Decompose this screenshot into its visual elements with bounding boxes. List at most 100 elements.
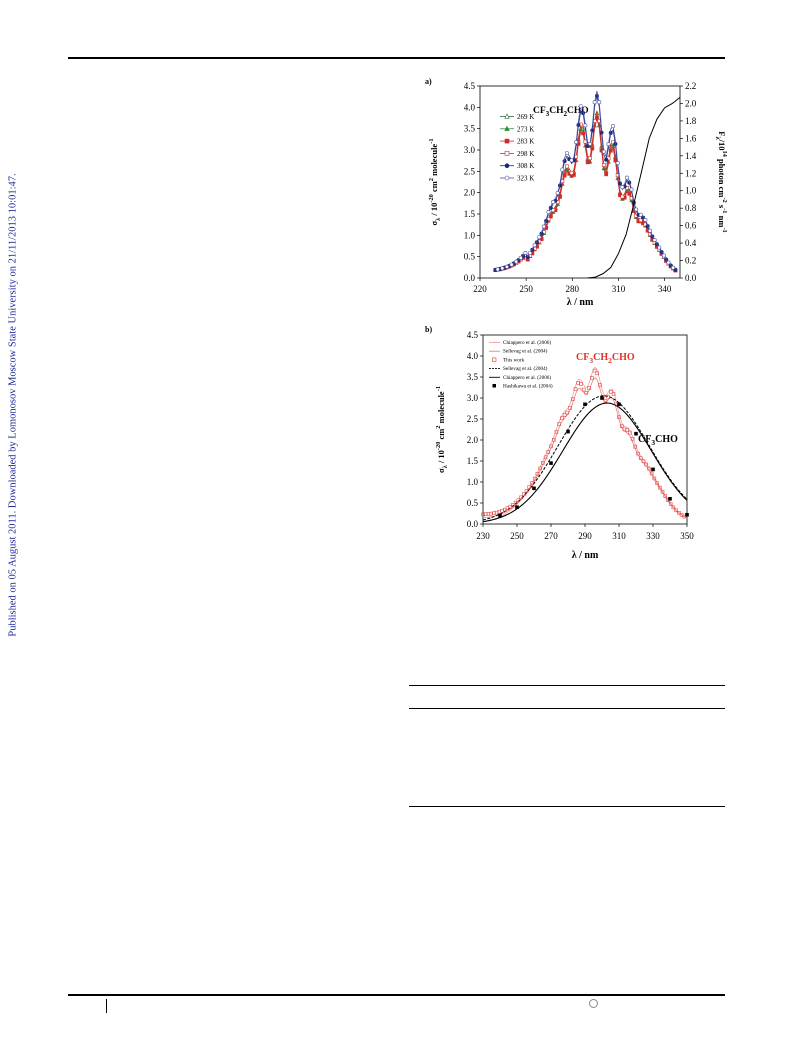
panel-b-legend-label: Hashikawa et al. (2004) <box>503 383 553 390</box>
panel-a-data-point <box>541 224 546 229</box>
panel-b-this-work-point <box>560 416 564 420</box>
panel-b-legend-label: Chiappero et al. (2006) <box>503 339 551 346</box>
panel-a-y2-tick-label: 1.4 <box>685 151 697 161</box>
panel-a-data-point <box>588 156 592 161</box>
panel-a-data-point <box>585 160 590 165</box>
panel-a-flux-line <box>587 96 681 279</box>
panel-b-x-tick-label: 330 <box>646 531 660 541</box>
panel-b-this-work-point <box>554 430 559 434</box>
panel-a-x-tick-label: 310 <box>612 284 626 294</box>
panel-a-data-point <box>551 208 555 212</box>
panel-b-this-work-point <box>644 462 648 467</box>
panel-b-y-tick-label: 4.5 <box>467 330 479 340</box>
panel-b-this-work-point <box>584 391 589 395</box>
panel-a-data-point <box>597 100 602 105</box>
panel-a-y-tick-label: 1.5 <box>464 209 476 219</box>
panel-b-x-axis-label: λ / nm <box>572 550 599 561</box>
panel-b-this-work-point <box>590 376 594 380</box>
panel-a-data-point <box>500 266 505 271</box>
panel-a-legend-marker <box>504 125 510 131</box>
panel-a-data-point <box>560 167 565 172</box>
panel-b-legend-item: Chiappero et al. (2006) <box>489 339 551 346</box>
panel-b-legend-item: Sellevag et al. (2004) <box>489 365 548 372</box>
panel-a-data-point <box>527 250 532 255</box>
panel-a-legend-item: 308 K <box>500 162 534 170</box>
panel-b-x-tick-label: 290 <box>578 531 592 541</box>
panel-b-this-work-point <box>647 466 651 471</box>
panel-b-sellevag-ch2-line <box>482 377 688 519</box>
panel-a-data-point <box>578 104 583 109</box>
panel-a-x-tick-label: 220 <box>473 284 487 294</box>
panel-b-this-work-point <box>481 512 485 517</box>
panel-b-this-work-point <box>511 503 515 507</box>
panel-b-legend-label: This work <box>503 357 525 363</box>
panel-b-this-work-point <box>571 397 575 402</box>
panel-b-this-work-point <box>494 510 499 515</box>
panel-a-data-point <box>606 142 611 147</box>
panel-b-this-work-point <box>598 383 602 387</box>
panel-b-hashikawa-point <box>668 497 672 501</box>
panel-b-legend-item: This work <box>492 357 525 363</box>
panel-b-this-work-point <box>622 427 627 432</box>
panel-b-hashikawa-points <box>498 396 689 518</box>
panel-a-title: CF3CH2CHO <box>533 106 589 118</box>
panel-a-data-point <box>518 255 523 260</box>
panel-b-this-work-point <box>625 428 629 432</box>
panel-b-hashikawa-point <box>617 402 621 407</box>
panel-b-y-tick-label: 0.0 <box>467 519 479 529</box>
panel-b-y-tick-label: 1.0 <box>467 477 479 487</box>
panel-b-this-work-point <box>628 430 632 435</box>
panel-a-y2-tick-label: 0.2 <box>685 256 696 266</box>
panel-a-y-tick-label: 1.0 <box>464 230 476 240</box>
panel-a-y-tick-label: 4.5 <box>464 81 476 91</box>
panel-b-this-work-point <box>513 500 518 505</box>
panel-a-y2-tick-label: 0.6 <box>685 221 697 231</box>
panel-b-sellevag-cf3cho-line <box>482 395 688 521</box>
panel-b-this-work-point <box>573 387 578 391</box>
panel-b-this-work-point <box>677 511 681 515</box>
panel-a-plot-frame <box>479 85 681 279</box>
header-rule <box>68 57 725 59</box>
panel-b-this-work-point <box>483 512 488 516</box>
panel-b-this-work-point <box>541 461 545 465</box>
panel-a-data-point <box>620 184 625 189</box>
panel-b-this-work-point <box>535 472 540 476</box>
panel-b-this-work-point <box>508 504 512 509</box>
panel-b-this-work-point <box>671 505 676 510</box>
panel-b-this-work-point <box>543 455 548 460</box>
panel-b-this-work-point <box>551 437 556 442</box>
panel-b-this-work-point <box>497 510 502 514</box>
panel-b-hashikawa-point <box>685 512 689 517</box>
panel-b-this-work-point <box>606 394 610 399</box>
panel-a-data-point <box>634 207 639 212</box>
panel-a-data-point <box>638 212 643 217</box>
panel-a-y2-axis-label: Fλ/1014 photon cm-2 s-1 nm-1 <box>714 131 728 233</box>
footer-divider <box>106 999 107 1013</box>
panel-b-hashikawa-point <box>634 431 638 436</box>
panel-a-data-point <box>546 210 551 215</box>
panel-a-legend-label: 273 K <box>517 125 534 133</box>
panel-a-legend-item: 269 K <box>500 113 534 121</box>
panel-b-this-work-point <box>581 387 586 392</box>
panel-a-y-tick-label: 2.0 <box>464 188 476 198</box>
panel-b-this-work-point <box>527 485 531 489</box>
panel-b-y-tick-label: 3.5 <box>467 372 479 382</box>
panel-b-this-work-point <box>532 476 537 481</box>
panel-a-y2-tick-label: 1.0 <box>685 186 697 196</box>
panel-a-data-point <box>604 172 609 177</box>
panel-b-annotation-cf3ch2cho: CF3CH2CHO <box>576 352 635 365</box>
panel-a-y2-tick-label: 1.8 <box>685 116 697 126</box>
panel-a-y2-tick-label: 2.2 <box>685 81 696 91</box>
panel-b-legend-item: Chiappero et al. (2006) <box>489 374 551 381</box>
panel-a-data-point <box>601 149 606 154</box>
panel-a-data-point <box>671 265 676 270</box>
panel-a-series-323k <box>495 90 676 272</box>
panel-b-x-tick-label: 250 <box>510 531 524 541</box>
panel-a-x-tick-label: 280 <box>566 284 580 294</box>
panel-b-this-work-point <box>658 485 662 490</box>
panel-b-x-tick-label: 350 <box>680 531 694 541</box>
panel-b-y-tick-label: 2.0 <box>467 435 479 445</box>
panel-a-data-point <box>657 245 662 250</box>
panel-a-y-tick-label: 2.5 <box>464 166 476 176</box>
